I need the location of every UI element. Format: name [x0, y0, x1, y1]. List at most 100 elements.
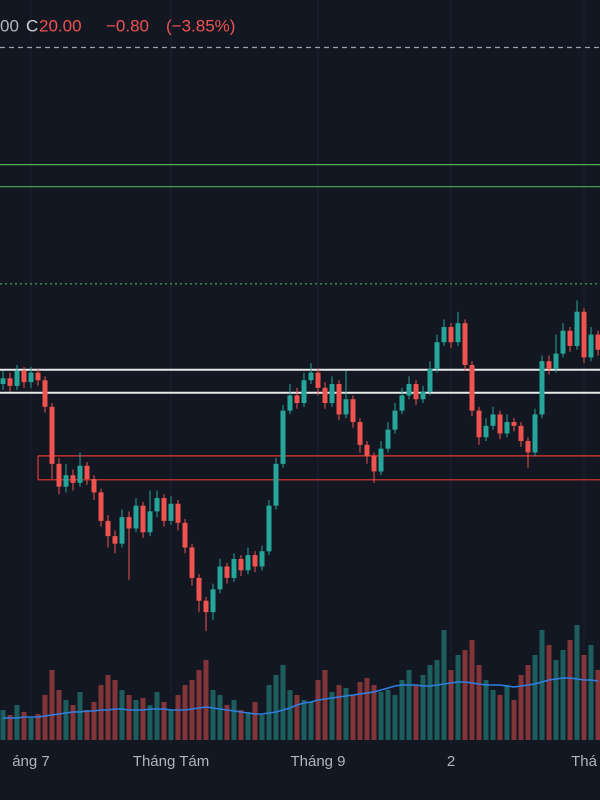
candle-body: [504, 422, 510, 434]
volume-bar: [406, 670, 412, 740]
candle-body: [392, 410, 398, 430]
x-tick-label: Tháng Tám: [133, 753, 209, 770]
volume-bar: [42, 695, 48, 740]
candle-body: [343, 399, 349, 415]
candle-body: [581, 311, 587, 358]
candle-body: [574, 311, 580, 346]
candle-body: [546, 361, 552, 369]
candle-body: [385, 429, 391, 449]
candle-body: [434, 342, 440, 369]
candle-body: [252, 555, 258, 567]
x-tick-label: Tháng 9: [290, 753, 345, 770]
volume-bar: [301, 700, 307, 740]
volume-bar: [0, 710, 6, 740]
volume-bar: [504, 685, 510, 740]
candle-body: [427, 368, 433, 392]
candle-body: [63, 475, 69, 487]
volume-bar: [462, 650, 468, 740]
candle-body: [371, 456, 377, 472]
candle-body: [154, 498, 160, 512]
header-change: −0.80: [106, 16, 149, 35]
candle-body: [98, 492, 104, 521]
candle-body: [420, 391, 426, 400]
volume-bar: [196, 670, 202, 740]
volume-bar: [147, 705, 153, 740]
volume-bar: [595, 670, 600, 740]
volume-bar: [560, 650, 566, 740]
candle-body: [315, 372, 321, 388]
volume-bar: [7, 715, 13, 740]
volume-bar: [413, 685, 419, 740]
candle-body: [147, 511, 153, 533]
volume-bar: [252, 702, 258, 740]
volume-bar: [588, 645, 594, 740]
volume-bar: [49, 670, 55, 740]
candle-body: [119, 517, 125, 544]
candle-body: [133, 505, 139, 529]
volume-bar: [126, 695, 132, 740]
volume-bar: [490, 690, 496, 740]
candle-body: [84, 465, 90, 480]
candle-body: [161, 498, 167, 521]
candle-body: [105, 520, 111, 537]
volume-bar: [364, 678, 370, 740]
volume-bar: [63, 700, 69, 740]
candle-body: [210, 589, 216, 613]
header-close-label: C: [26, 16, 38, 35]
volume-ma-line: [3, 677, 599, 719]
candle-body: [189, 547, 195, 578]
candle-body: [224, 566, 230, 578]
candle-body: [42, 380, 48, 407]
candle-body: [469, 365, 475, 411]
volume-bar: [385, 690, 391, 740]
header-change-pct: (−3.85%): [166, 16, 235, 35]
volume-bar: [469, 640, 475, 740]
volume-bar: [343, 688, 349, 740]
candle-body: [49, 406, 55, 464]
volume-bar: [175, 695, 181, 740]
candle-body: [539, 361, 545, 415]
volume-bar: [322, 670, 328, 740]
volume-bar: [35, 714, 41, 740]
candle-body: [567, 330, 573, 346]
candle-body: [399, 395, 405, 411]
volume-bar: [287, 690, 293, 740]
candle-body: [350, 399, 356, 423]
candle-body: [273, 463, 279, 506]
volume-bar: [329, 692, 335, 740]
candle-body: [497, 414, 503, 434]
volume-bar: [56, 690, 62, 740]
candle-body: [21, 370, 27, 383]
volume-bar: [525, 665, 531, 740]
candle-body: [329, 384, 335, 404]
candle-body: [406, 384, 412, 396]
volume-bar: [203, 660, 209, 740]
candle-body: [56, 463, 62, 487]
volume-bar: [70, 705, 76, 740]
volume-bar: [581, 655, 587, 740]
volume-bar: [280, 665, 286, 740]
candle-body: [7, 378, 13, 386]
candles: [0, 300, 600, 632]
volume-bar: [28, 718, 34, 740]
candle-body: [364, 444, 370, 457]
candle-body: [182, 522, 188, 548]
candle-body: [595, 334, 600, 350]
volume-bar: [434, 660, 440, 740]
volume-bar: [553, 660, 559, 740]
volume-bar: [567, 640, 573, 740]
candle-body: [560, 330, 566, 354]
volume-bar: [294, 695, 300, 740]
volume-bar: [91, 702, 97, 740]
candle-body: [287, 395, 293, 411]
volume-bar: [105, 675, 111, 740]
candle-body: [588, 334, 594, 358]
volume-bar: [350, 695, 356, 740]
candle-body: [140, 505, 146, 533]
candle-body: [455, 323, 461, 343]
x-axis: áng 7 Tháng Tám Tháng 9 2 Thá: [12, 753, 597, 770]
volume-pane: [0, 625, 600, 740]
volume-bar: [14, 705, 20, 740]
candle-body: [238, 558, 244, 571]
